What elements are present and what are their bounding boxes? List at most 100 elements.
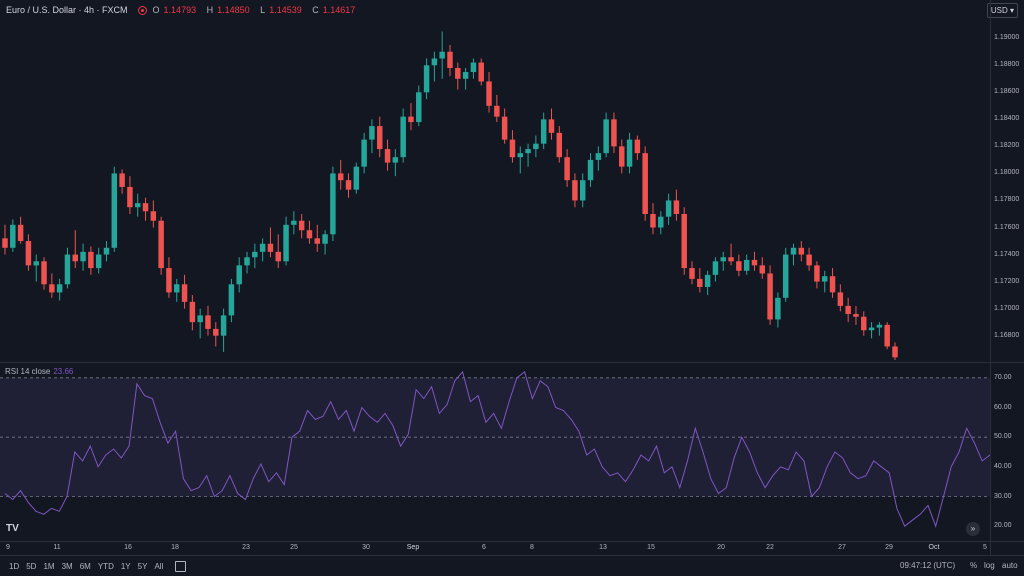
candle-body bbox=[806, 254, 812, 266]
candle-body bbox=[25, 241, 32, 266]
time-tick-label: 16 bbox=[124, 544, 132, 551]
time-axis[interactable]: 9 11 16 18 23 25 30 Sep 6 8 13 15 20 22 27 29 Oct 5 bbox=[0, 541, 990, 555]
candle-body bbox=[564, 157, 570, 181]
candle-body bbox=[174, 284, 180, 293]
candle-body bbox=[431, 58, 438, 66]
time-tick-label: 18 bbox=[171, 544, 179, 551]
candle-body bbox=[88, 251, 94, 269]
pane-divider[interactable] bbox=[0, 362, 1024, 363]
time-tick-label: Oct bbox=[928, 544, 940, 551]
time-tick-label: Sep bbox=[406, 544, 420, 551]
candle-body bbox=[283, 224, 289, 262]
candle-body bbox=[369, 126, 375, 140]
candle-body bbox=[611, 119, 617, 147]
price-tick-label: 1.17000 bbox=[994, 304, 1020, 312]
timeframe-1d[interactable]: 1D bbox=[9, 561, 20, 571]
timeframe-ytd[interactable]: YTD bbox=[97, 561, 114, 571]
percent-toggle[interactable]: % bbox=[970, 561, 978, 570]
candle-body bbox=[345, 180, 352, 190]
candle-body bbox=[689, 268, 695, 279]
ohlc-high-value: 1.14850 bbox=[217, 5, 250, 15]
candle-body bbox=[736, 261, 742, 271]
log-toggle[interactable]: log bbox=[984, 561, 995, 570]
ohlc-low-key: L bbox=[260, 5, 266, 15]
time-tick-label: 8 bbox=[530, 544, 534, 551]
candle-body bbox=[361, 139, 367, 167]
time-tick-label: 6 bbox=[482, 544, 486, 551]
timeframe-5d[interactable]: 5D bbox=[26, 561, 37, 571]
timeframe-1y[interactable]: 1Y bbox=[120, 561, 131, 571]
timeframe-1m[interactable]: 1M bbox=[43, 561, 55, 571]
candle-body bbox=[517, 153, 523, 158]
candle-body bbox=[673, 200, 680, 214]
candle-body bbox=[712, 261, 719, 275]
tradingview-logo[interactable]: TV bbox=[6, 523, 19, 534]
rsi-tick-label: 40.00 bbox=[994, 462, 1012, 470]
price-axis[interactable]: 1.19000 1.18800 1.18600 1.18400 1.18200 1.180… bbox=[990, 0, 1024, 362]
candle-body bbox=[33, 261, 39, 266]
candle-body bbox=[494, 105, 500, 117]
candle-body bbox=[626, 139, 633, 167]
time-tick-label: 9 bbox=[6, 544, 10, 551]
candle-body bbox=[798, 247, 805, 255]
candle-body bbox=[228, 284, 235, 316]
ohlc-close-value: 1.14617 bbox=[322, 5, 356, 15]
candle-body bbox=[2, 238, 8, 248]
candle-body bbox=[49, 284, 55, 293]
rsi-tick-label: 20.00 bbox=[994, 522, 1012, 530]
timeframe-5y[interactable]: 5Y bbox=[137, 561, 148, 571]
price-tick-label: 1.18600 bbox=[994, 88, 1020, 96]
candle-body bbox=[790, 247, 797, 255]
candle-body bbox=[822, 276, 828, 282]
candle-body bbox=[41, 261, 47, 285]
price-tick-label: 1.17800 bbox=[994, 196, 1020, 204]
candle-body bbox=[751, 259, 758, 266]
price-tick-label: 1.18200 bbox=[994, 142, 1020, 150]
candle-body bbox=[743, 259, 750, 271]
candle-body bbox=[470, 62, 477, 73]
date-range-icon[interactable] bbox=[175, 560, 187, 572]
candle-body bbox=[330, 173, 336, 235]
candle-body bbox=[158, 220, 164, 269]
auto-toggle[interactable]: auto bbox=[1002, 561, 1018, 570]
ohlc-open-value: 1.14793 bbox=[163, 5, 197, 15]
candle-body bbox=[314, 238, 321, 244]
candle-body bbox=[884, 324, 890, 347]
rsi-tick-label: 60.00 bbox=[994, 403, 1012, 411]
candle-body bbox=[197, 315, 203, 323]
rsi-chart[interactable] bbox=[0, 363, 990, 541]
rsi-legend[interactable]: RSI 14 close 23.66 bbox=[5, 367, 73, 376]
time-tick-label: 30 bbox=[362, 544, 370, 551]
candle-body bbox=[587, 159, 594, 181]
candle-body bbox=[767, 273, 773, 320]
candle-body bbox=[150, 211, 157, 221]
candle-body bbox=[220, 315, 227, 336]
candle-body bbox=[384, 149, 391, 163]
candle-body bbox=[103, 247, 110, 255]
scroll-to-realtime-button[interactable]: » bbox=[966, 522, 980, 536]
candle-body bbox=[408, 116, 414, 123]
candle-body bbox=[876, 324, 883, 328]
rsi-axis[interactable]: 70.00 60.00 50.00 40.00 30.00 20.00 bbox=[990, 363, 1024, 541]
price-chart[interactable] bbox=[0, 0, 990, 362]
bottom-bar-divider bbox=[0, 555, 1024, 556]
symbol-title[interactable]: Euro / U.S. Dollar · 4h · FXCM bbox=[6, 5, 128, 15]
candle-body bbox=[579, 180, 586, 201]
candle-body bbox=[697, 278, 703, 287]
currency-button[interactable]: USD ▾ bbox=[986, 3, 1018, 18]
timeframe-3m[interactable]: 3M bbox=[61, 561, 73, 571]
price-axis-divider bbox=[990, 0, 991, 555]
candle-body bbox=[72, 254, 78, 262]
timeframe-6m[interactable]: 6M bbox=[79, 561, 91, 571]
timeframe-all[interactable]: All bbox=[154, 561, 164, 571]
utc-clock[interactable]: 09:47:12 (UTC) bbox=[900, 561, 956, 570]
candle-body bbox=[595, 153, 602, 160]
candle-body bbox=[134, 203, 141, 208]
candle-body bbox=[244, 257, 250, 266]
candle-body bbox=[892, 346, 898, 358]
candle-body bbox=[423, 65, 430, 93]
candle-body bbox=[80, 251, 86, 262]
price-tick-label: 1.18800 bbox=[994, 61, 1020, 69]
candle-body bbox=[205, 315, 211, 329]
candle-body bbox=[720, 257, 726, 262]
